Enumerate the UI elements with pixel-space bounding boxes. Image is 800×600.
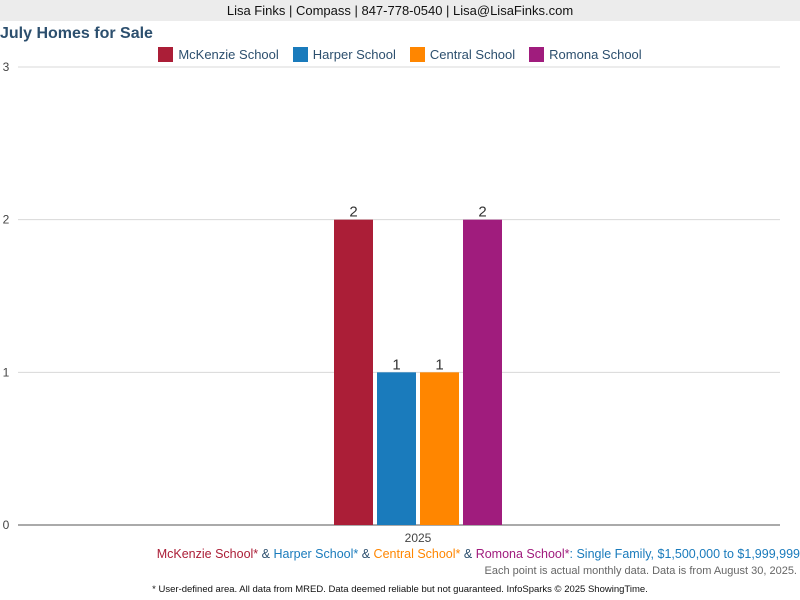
legend-swatch xyxy=(158,46,174,62)
legend-swatch xyxy=(292,46,308,62)
legend-label: Harper School xyxy=(312,46,396,62)
legend-label: McKenzie School xyxy=(178,46,279,62)
series-description-part: Romona School* xyxy=(475,547,570,561)
legend-label: Romona School xyxy=(549,46,642,62)
bar-value-label: 1 xyxy=(435,356,443,373)
legend-item[interactable]: McKenzie School xyxy=(158,44,279,64)
legend-swatch xyxy=(409,46,425,62)
x-tick-label: 2025 xyxy=(405,531,432,545)
chart-legend: McKenzie School Harper School Central Scho… xyxy=(0,44,800,64)
y-tick-label: 1 xyxy=(3,365,10,379)
bar xyxy=(420,372,459,525)
bar-value-label: 1 xyxy=(392,356,400,373)
data-note: Each point is actual monthly data. Data … xyxy=(484,565,797,577)
disclaimer: * User-defined area. All data from MRED.… xyxy=(152,584,648,595)
bar xyxy=(377,372,416,525)
y-tick-label: 3 xyxy=(3,60,10,74)
bar xyxy=(463,219,502,525)
legend-label: Central School xyxy=(429,46,516,62)
contact-header: Lisa Finks | Compass | 847-778-0540 | Li… xyxy=(0,0,800,21)
series-description-part: Central School* xyxy=(373,547,461,561)
legend-item[interactable]: Central School xyxy=(409,44,516,64)
series-description-part: & xyxy=(258,547,274,561)
series-description-part: & xyxy=(460,547,476,561)
legend-item[interactable]: Romona School xyxy=(529,44,642,64)
legend-item[interactable]: Harper School xyxy=(292,44,396,64)
series-description-part: : Single Family, $1,500,000 to $1,999,99… xyxy=(569,547,800,561)
series-description: McKenzie School* & Harper School* & Cent… xyxy=(0,547,800,561)
series-description-part: & xyxy=(358,547,374,561)
bar-value-label: 2 xyxy=(349,204,357,221)
y-tick-label: 2 xyxy=(3,213,10,227)
bar-value-label: 2 xyxy=(478,204,486,221)
y-tick-label: 0 xyxy=(3,518,10,532)
series-description-part: McKenzie School* xyxy=(156,547,259,561)
bar xyxy=(334,219,373,525)
legend-swatch xyxy=(529,46,545,62)
series-description-part: Harper School* xyxy=(273,547,359,561)
chart-title: July Homes for Sale xyxy=(0,25,153,42)
